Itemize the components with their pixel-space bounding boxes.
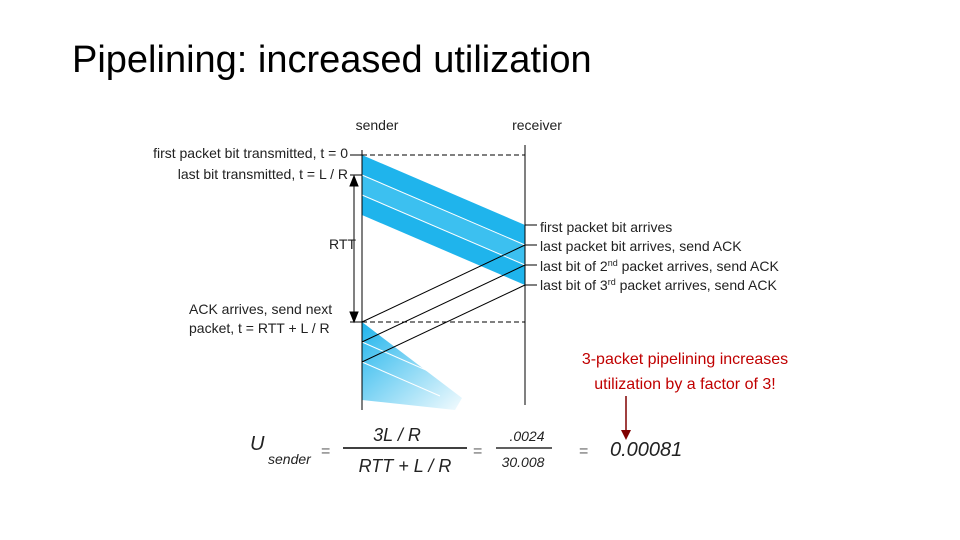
arrow-head — [621, 430, 631, 440]
note: 3-packet pipelining increases — [582, 351, 788, 368]
label: first packet bit arrives — [540, 219, 672, 235]
formula-eq: = — [321, 443, 330, 460]
label: last bit of 2nd packet arrives, send ACK — [540, 258, 779, 274]
formula: U sender = 3L / R RTT + L / R = .0024 30… — [250, 425, 682, 476]
packets — [361, 155, 526, 410]
label: last bit transmitted, t = L / R — [178, 166, 348, 182]
label: packet, t = RTT + L / R — [189, 320, 330, 336]
formula-num: 3L / R — [373, 425, 421, 445]
receiver-label: receiver — [512, 117, 562, 133]
formula-result: 0.00081 — [610, 439, 682, 461]
timelines — [349, 145, 537, 410]
formula-num: .0024 — [509, 428, 544, 444]
label: first packet bit transmitted, t = 0 — [153, 145, 348, 161]
formula-eq: = — [473, 443, 482, 460]
label: last bit of 3rd packet arrives, send ACK — [540, 277, 777, 293]
formula-sub: sender — [268, 451, 312, 467]
label: RTT — [329, 236, 356, 252]
note: utilization by a factor of 3! — [594, 376, 775, 393]
sender-label: sender — [356, 117, 399, 133]
label: ACK arrives, send next — [189, 301, 332, 317]
formula-den: 30.008 — [502, 454, 545, 470]
formula-u: U — [250, 433, 265, 455]
formula-den: RTT + L / R — [359, 456, 452, 476]
title: Pipelining: increased utilization — [72, 39, 592, 81]
label: last packet bit arrives, send ACK — [540, 238, 742, 254]
formula-eq: = — [579, 443, 588, 460]
ack-lines — [361, 244, 526, 363]
